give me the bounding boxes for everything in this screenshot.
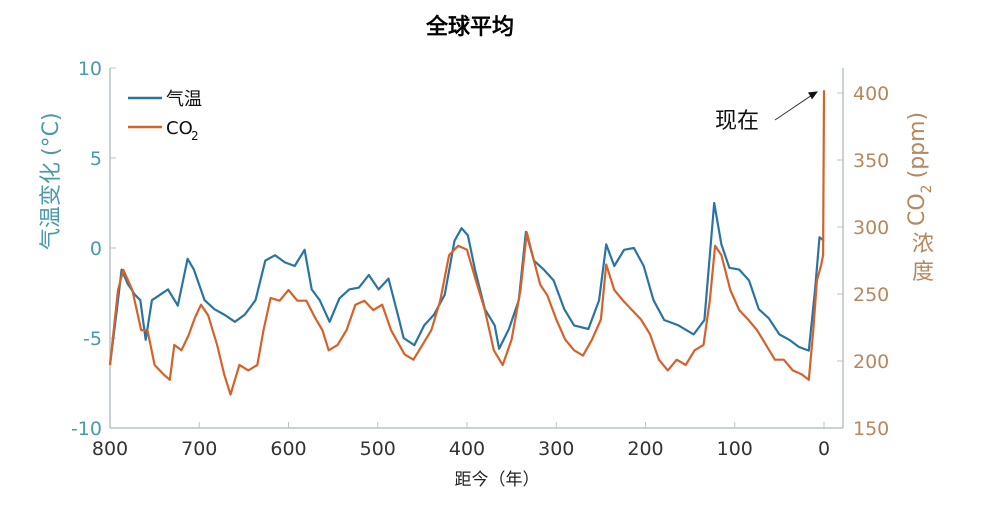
y-right-label-char-2: 度 xyxy=(912,260,934,285)
x-tick-label: 800 xyxy=(92,438,128,460)
y-right-tick-label: 400 xyxy=(853,83,889,105)
x-tick-label: 400 xyxy=(449,438,485,460)
x-tick-label: 500 xyxy=(360,438,396,460)
y-right-tick-label: 350 xyxy=(853,150,889,172)
legend: 气温 CO2 xyxy=(120,80,220,146)
y-right-tick-label: 300 xyxy=(853,217,889,239)
legend-label-co2-subscript: 2 xyxy=(191,129,199,143)
chart-title: 全球平均 xyxy=(425,14,514,40)
axis-labels: 距今（年）气温变化(°C)CO2(ppm)浓度 xyxy=(39,112,935,490)
y-left-axis-label: 气温变化 (°C) xyxy=(39,112,64,250)
y-right-label-unit: (ppm) xyxy=(905,112,930,179)
x-tick-label: 200 xyxy=(627,438,663,460)
y-left-tick-label: -5 xyxy=(83,328,102,350)
x-tick-label: 0 xyxy=(818,438,830,460)
annotation-now: 现在 xyxy=(715,109,759,134)
y-left-tick-label: -10 xyxy=(71,418,102,440)
y-right-tick-label: 150 xyxy=(853,418,889,440)
annotation-arrow-line xyxy=(774,91,817,121)
x-tick-label: 700 xyxy=(181,438,217,460)
legend-label-temperature: 气温 xyxy=(166,89,202,110)
series-group: 现在 xyxy=(108,90,826,396)
y-right-label-sub: 2 xyxy=(919,184,935,193)
y-right-label-char-1: 浓 xyxy=(912,232,934,257)
arrow-head-icon xyxy=(808,91,818,100)
x-tick-label: 600 xyxy=(270,438,306,460)
x-tick-label: 100 xyxy=(717,438,753,460)
y-left-label-chars: 气温变化 xyxy=(39,162,64,250)
legend-box xyxy=(120,80,220,146)
y-right-axis-label: CO2 (ppm) xyxy=(905,112,935,226)
y-left-tick-label: 5 xyxy=(90,148,102,170)
x-tick-label: 300 xyxy=(538,438,574,460)
legend-label-co2: CO xyxy=(166,118,193,139)
temperature-line xyxy=(108,201,825,366)
axes: 800 700 600 500 400 300 200 100 0 10 5 0 -5 -10 400 350… xyxy=(71,58,889,460)
y-left-tick-label: 0 xyxy=(90,238,102,260)
y-left-tick-label: 10 xyxy=(78,58,102,80)
y-right-tick-label: 200 xyxy=(853,351,889,373)
x-axis-label: 距今（年） xyxy=(455,470,540,490)
y-right-label-co: CO xyxy=(905,193,930,226)
y-left-label-unit: (°C) xyxy=(39,112,64,156)
co2-line xyxy=(108,90,826,396)
y-right-tick-label: 250 xyxy=(853,284,889,306)
